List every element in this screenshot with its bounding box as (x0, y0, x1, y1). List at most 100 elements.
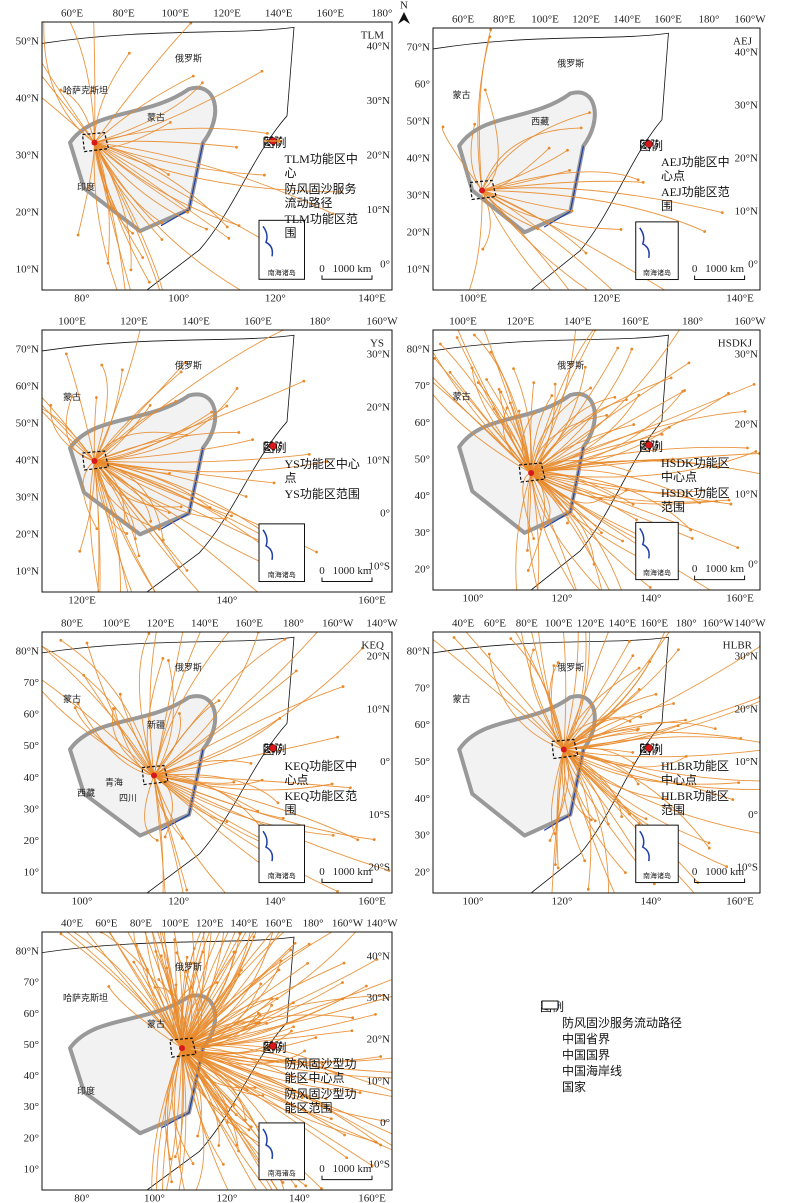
flow-arrow (582, 602, 585, 605)
flow-path (556, 749, 565, 868)
flow-arrow (100, 363, 104, 367)
map-frame (41, 631, 393, 894)
bottom-coord-label: 120°E (593, 293, 621, 305)
flow-arrow (210, 410, 214, 414)
top-coord-label: 140°E (182, 316, 210, 328)
top-coord-label: 140°W (366, 918, 398, 930)
bottom-coord-label: 100° (463, 593, 484, 605)
right-coord-label: 10°S (368, 1159, 390, 1171)
flow-arrow (64, 352, 68, 356)
place-label: 俄罗斯 (175, 961, 202, 972)
flow-arrow (455, 336, 459, 339)
place-label: 蒙古 (453, 89, 471, 100)
flow-arrow (135, 943, 138, 947)
flow-arrow (281, 816, 285, 820)
flow-arrow (283, 637, 287, 641)
bottom-coord-label: 80° (74, 1193, 89, 1203)
bottom-coord-label: 100° (72, 896, 93, 908)
flow-path (94, 82, 203, 144)
flow-arrow (725, 865, 729, 869)
flow-arrow (34, 641, 37, 644)
map-body (42, 880, 420, 1190)
left-coord-label: 70° (415, 682, 430, 694)
left-coord-label: 30° (415, 830, 430, 842)
flow-path (165, 1048, 183, 1190)
flow-path (181, 1047, 377, 1143)
flow-path (527, 472, 539, 590)
flow-arrow (251, 880, 254, 883)
flow-arrow (627, 610, 630, 613)
flow-arrow (417, 1072, 420, 1075)
main-legend: 图例防风固沙服务流动路径中国省界中国国界中国海岸线国家 (540, 1000, 682, 1094)
flow-path (153, 775, 334, 836)
flow-path (93, 397, 97, 462)
flow-path (94, 142, 207, 230)
flow-arrow (224, 517, 227, 521)
flow-path (94, 431, 187, 462)
flow-arrow (232, 950, 236, 954)
flow-path (181, 932, 255, 1049)
flow-path (481, 190, 491, 250)
left-coord-label: 70° (415, 380, 430, 392)
flow-arrow (57, 894, 60, 897)
left-coord-label: 30°N (407, 190, 430, 202)
flow-path (93, 142, 118, 290)
flow-arrow (532, 381, 536, 385)
map-frame (432, 329, 761, 591)
zone-center (91, 458, 98, 464)
flow-arrow (620, 815, 624, 819)
legend-symbol-box (263, 138, 285, 185)
place-label: 俄罗斯 (175, 662, 202, 673)
top-coord-label: 140°W (734, 618, 766, 630)
flow-path (481, 89, 499, 191)
flow-path (482, 189, 705, 232)
flow-arrow (185, 568, 189, 572)
top-coord-label: 180° (682, 316, 703, 328)
legend-item: YS功能区中心点 (263, 442, 363, 485)
flow-arrow (589, 818, 593, 822)
flow-arrow (553, 832, 557, 836)
left-coord-label: 10°N (16, 566, 39, 578)
flow-arrow (774, 834, 777, 837)
legend-item: HSDK功能区范围 (639, 440, 739, 514)
flow-arrow (330, 782, 334, 786)
right-coord-label: 10°N (367, 703, 390, 715)
place-label: 俄罗斯 (175, 360, 202, 371)
place-label: 俄罗斯 (557, 58, 584, 69)
inset-frame (258, 523, 305, 583)
flow-arrow (614, 614, 617, 617)
left-coord-label: 50° (415, 756, 430, 768)
map-body (416, 326, 760, 613)
bottom-coord-label: 140° (217, 595, 238, 607)
flow-arrow (593, 819, 597, 823)
flow-arrow (173, 1155, 177, 1159)
flow-arrow (306, 961, 309, 965)
flow-arrow (178, 1165, 181, 1169)
flow-path (146, 658, 164, 776)
flow-arrow (648, 586, 652, 589)
flow-path (94, 460, 275, 484)
coastline (543, 749, 585, 831)
flow-arrow (752, 382, 756, 386)
zone-center (151, 772, 157, 779)
scale-length: 1000 km (705, 263, 744, 275)
flow-arrow (85, 641, 89, 645)
flow-arrow (680, 612, 683, 615)
flow-arrow (416, 369, 419, 372)
flow-path (530, 330, 594, 474)
flow-arrow (556, 866, 560, 870)
flow-arrow (120, 368, 124, 372)
flow-path (94, 330, 141, 462)
top-coord-label: 160°E (654, 14, 682, 26)
top-coord-label: 140°E (265, 8, 293, 20)
flow-arrow (611, 495, 615, 498)
flow-arrow (237, 431, 241, 434)
flow-arrow (594, 326, 597, 329)
flow-path (153, 775, 227, 823)
flow-path (530, 382, 535, 474)
flow-path (94, 460, 232, 517)
flow-arrow (192, 947, 196, 950)
flow-path (136, 945, 183, 1049)
flow-arrow (191, 74, 195, 78)
bottom-coord-label: 100° (463, 896, 484, 908)
